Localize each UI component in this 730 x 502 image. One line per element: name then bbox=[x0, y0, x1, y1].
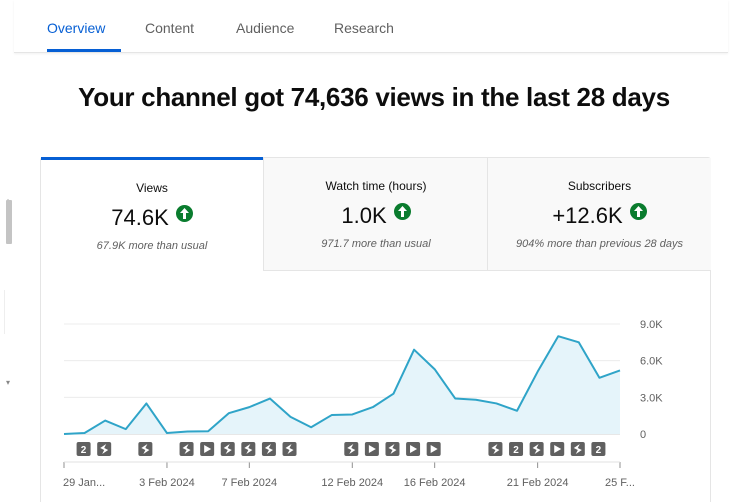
x-tick-label: 29 Jan... bbox=[63, 477, 105, 489]
tab-bar: Overview Content Audience Research bbox=[14, 0, 728, 53]
analytics-card: Views 74.6K 67.9K more than usual Watch … bbox=[40, 157, 711, 502]
tab-research[interactable]: Research bbox=[334, 20, 394, 36]
metric-value-row: +12.6K bbox=[488, 203, 711, 229]
shorts-icon bbox=[223, 444, 232, 454]
metric-tab-subscribers[interactable]: Subscribers +12.6K 904% more than previo… bbox=[487, 158, 711, 271]
play-icon bbox=[204, 445, 212, 453]
page-headline: Your channel got 74,636 views in the las… bbox=[78, 82, 670, 112]
shorts-icon bbox=[573, 444, 582, 454]
tab-content[interactable]: Content bbox=[145, 20, 195, 36]
x-tick-label: 3 Feb 2024 bbox=[139, 477, 195, 489]
play-icon bbox=[554, 445, 562, 453]
x-tick-label: 7 Feb 2024 bbox=[222, 477, 278, 489]
multi-marker[interactable] bbox=[509, 442, 524, 456]
arrow-up-icon bbox=[393, 203, 411, 220]
metric-label: Watch time (hours) bbox=[325, 179, 427, 193]
metric-value: 1.0K bbox=[341, 203, 387, 228]
tab-audience[interactable]: Audience bbox=[236, 20, 295, 36]
metric-tab-watch-time[interactable]: Watch time (hours) 1.0K 971.7 more than … bbox=[263, 158, 488, 271]
metric-value-row: 74.6K bbox=[41, 205, 263, 231]
y-tick-label: 9.0K bbox=[640, 319, 663, 331]
multi-marker[interactable] bbox=[591, 442, 606, 456]
marker-count: 2 bbox=[596, 445, 602, 456]
metric-value: 74.6K bbox=[111, 205, 169, 230]
shorts-icon bbox=[388, 444, 397, 454]
metric-value-row: 1.0K bbox=[264, 203, 488, 229]
marker-count: 2 bbox=[513, 445, 519, 456]
shorts-icon bbox=[141, 444, 150, 454]
scrollbar-thumb[interactable] bbox=[6, 200, 12, 244]
x-tick-label: 16 Feb 2024 bbox=[404, 477, 466, 489]
shorts-icon bbox=[285, 444, 294, 454]
metric-comparison: 67.9K more than usual bbox=[96, 240, 208, 252]
y-tick-label: 3.0K bbox=[640, 392, 663, 404]
metric-value: +12.6K bbox=[552, 203, 623, 228]
multi-marker[interactable] bbox=[76, 442, 91, 456]
shorts-icon bbox=[347, 444, 356, 454]
y-tick-label: 0 bbox=[640, 429, 646, 441]
y-tick-label: 6.0K bbox=[640, 356, 663, 368]
arrow-up-icon bbox=[175, 205, 193, 222]
arrow-up-icon bbox=[629, 203, 647, 220]
play-icon bbox=[430, 445, 438, 453]
x-tick-label: 21 Feb 2024 bbox=[507, 477, 569, 489]
metric-label: Subscribers bbox=[567, 179, 632, 193]
active-tab-indicator bbox=[47, 49, 121, 52]
play-icon bbox=[368, 445, 376, 453]
play-icon bbox=[410, 445, 418, 453]
shorts-icon bbox=[100, 444, 109, 454]
metric-comparison: 904% more than previous 28 days bbox=[516, 238, 683, 250]
metric-comparison: 971.7 more than usual bbox=[321, 238, 431, 250]
tab-overview[interactable]: Overview bbox=[47, 20, 106, 36]
shorts-icon bbox=[491, 444, 500, 454]
x-tick-label: 12 Feb 2024 bbox=[321, 477, 383, 489]
x-tick-label: 25 F... bbox=[605, 477, 635, 489]
views-series-line bbox=[63, 335, 621, 435]
metric-label: Views bbox=[136, 181, 168, 195]
shorts-icon bbox=[264, 444, 273, 454]
marker-count: 2 bbox=[81, 445, 87, 456]
side-panel-edge bbox=[0, 290, 5, 334]
shorts-icon bbox=[182, 444, 191, 454]
shorts-icon bbox=[532, 444, 541, 454]
scroll-down-icon[interactable]: ▾ bbox=[6, 378, 11, 387]
metric-tab-views[interactable]: Views 74.6K 67.9K more than usual bbox=[41, 157, 263, 273]
views-area bbox=[64, 336, 620, 434]
shorts-icon bbox=[244, 444, 253, 454]
